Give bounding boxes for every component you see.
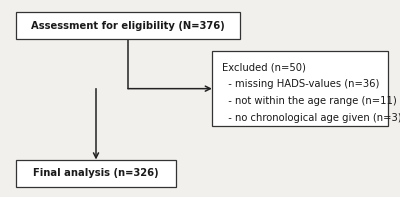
Bar (212, 51, 388, 126)
Bar (16, 12, 240, 39)
Text: - missing HADS-values (n=36): - missing HADS-values (n=36) (222, 79, 379, 89)
Text: Excluded (n=50): Excluded (n=50) (222, 62, 306, 72)
Text: - not within the age range (n=11): - not within the age range (n=11) (222, 96, 397, 106)
Bar (16, 160, 176, 187)
Text: Assessment for eligibility (N=376): Assessment for eligibility (N=376) (31, 21, 225, 31)
Text: - no chronological age given (n=3): - no chronological age given (n=3) (222, 113, 400, 124)
Text: Final analysis (n=326): Final analysis (n=326) (33, 168, 159, 178)
